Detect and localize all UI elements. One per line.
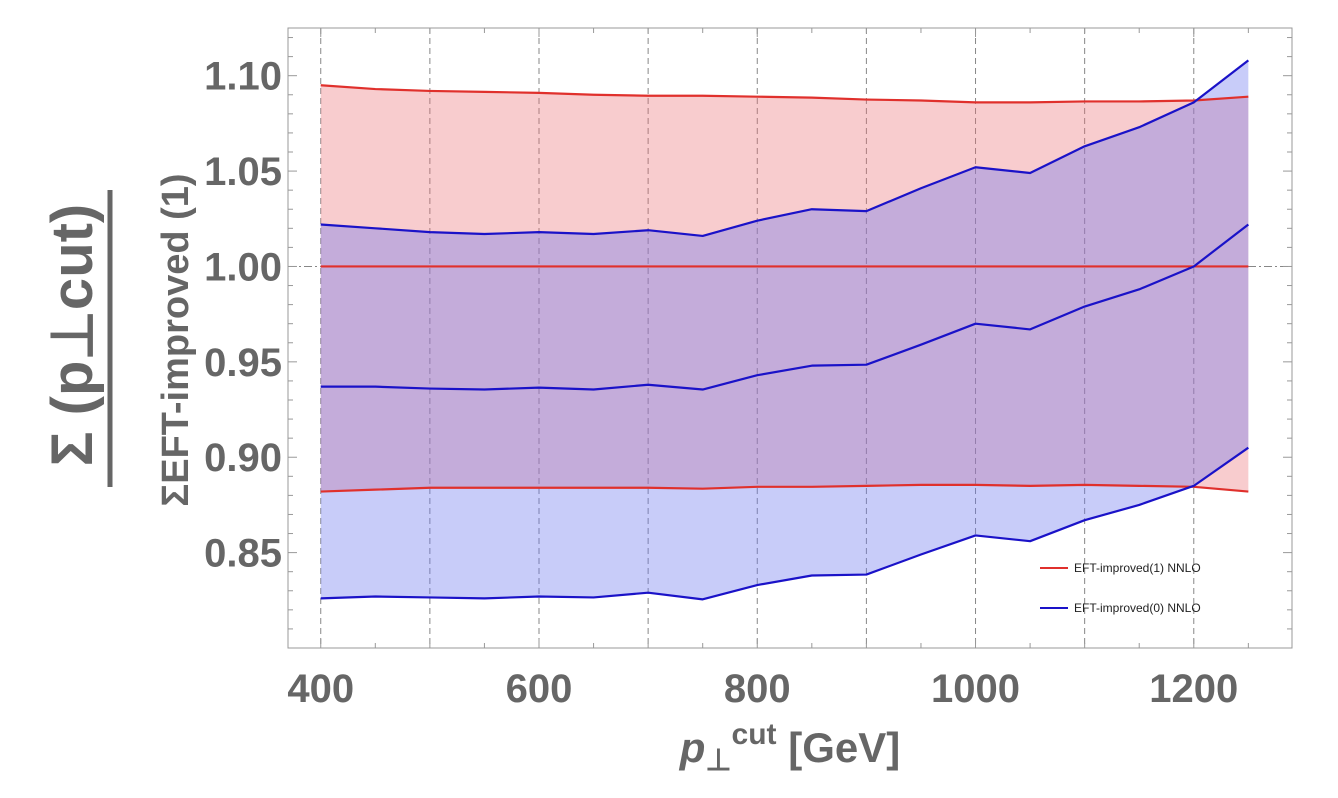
series-line-lower <box>320 483 1249 493</box>
y-tick-label: 1.00 <box>204 245 282 289</box>
x-tick-label: 800 <box>724 667 791 711</box>
series-line-central <box>320 223 1250 391</box>
y-axis-title: Σ (p⊥cut) ΣEFT-improved (1) <box>40 173 197 506</box>
x-axis-title: p⊥cut [GeV] <box>679 718 900 777</box>
plot-area: 0.85 0.90 0.95 1.00 1.05 1.10 400 600 800 1000 120… <box>204 27 1293 711</box>
x-tick-label: 600 <box>506 667 573 711</box>
y-tick-label: 0.85 <box>204 532 282 576</box>
y-tick-label: 0.90 <box>204 436 282 480</box>
legend-entry: EFT-improved(1) NNLO <box>1040 561 1201 575</box>
legend-label: EFT-improved(0) NNLO <box>1074 601 1201 615</box>
plot-frame <box>287 27 1293 649</box>
uncertainty-band <box>320 85 1249 492</box>
series-line-upper <box>320 59 1250 238</box>
y-tick-label: 0.95 <box>204 341 282 385</box>
x-tick-label: 400 <box>287 667 354 711</box>
uncertainty-band <box>320 60 1249 600</box>
legend-label: EFT-improved(1) NNLO <box>1074 561 1201 575</box>
y-axis-title-denominator: ΣEFT-improved (1) <box>155 173 197 506</box>
y-axis-title-numerator: Σ (p⊥cut) <box>40 204 105 467</box>
series-line-lower <box>320 446 1249 601</box>
legend-entry: EFT-improved(0) NNLO <box>1040 601 1201 615</box>
x-tick-label: 1200 <box>1149 667 1238 711</box>
y-tick-label: 1.10 <box>204 55 282 99</box>
series-line-upper <box>320 84 1249 104</box>
y-tick-label: 1.05 <box>204 150 282 194</box>
x-tick-label: 1000 <box>931 667 1020 711</box>
